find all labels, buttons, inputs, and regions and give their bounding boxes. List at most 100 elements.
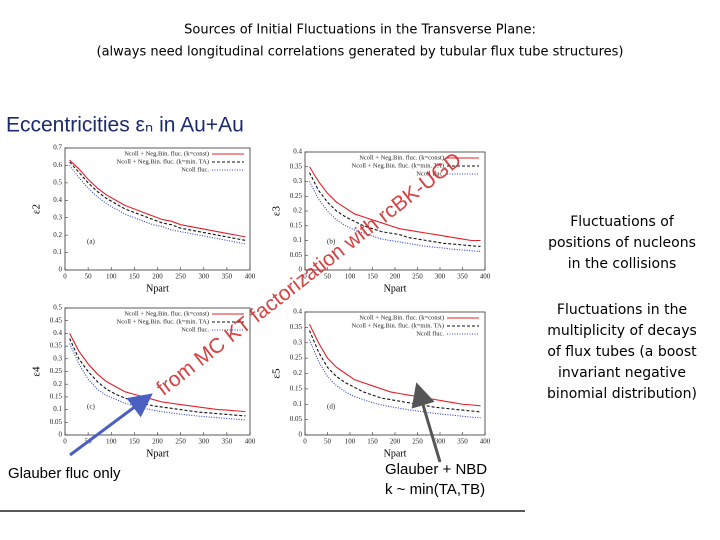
y-tick-label: 0.25 [290,192,303,200]
x-tick-label: 150 [129,273,140,281]
series-line [69,161,246,241]
y-tick-label: 0.25 [290,354,303,362]
series-line [309,181,481,252]
series-line [308,339,481,419]
x-tick-label: 0 [303,273,307,281]
y-tick-label: 0.15 [290,384,303,392]
x-tick-label: 300 [435,438,446,446]
annotation: k ~ min(TA,TB) [385,481,485,498]
x-tick-label: 150 [367,438,378,446]
y-tick-label: 0.35 [290,162,303,170]
panel-label: (d) [327,403,336,411]
notes: Fluctuations of positions of nucleons in t… [547,214,697,402]
x-tick-label: 0 [303,438,307,446]
y-axis-title: ε2 [31,204,43,214]
y-axis-title: ε3 [271,205,283,216]
series-line [309,324,481,407]
series-line [69,338,246,417]
x-tick-label: 250 [412,438,423,446]
legend-label: Ncoll + Neg.Bin. fluc. (k=const) [124,310,209,317]
y-tick-label: 0.4 [53,329,62,337]
note: Fluctuations in the [557,302,687,318]
x-tick-label: 250 [175,273,186,281]
legend-label: Ncoll + Neg.Bin. fluc. (k=const) [124,150,209,157]
arrow [69,393,153,457]
legend-label: Ncoll + Neg.Bin. fluc. (k=const) [359,314,444,321]
y-tick-label: 0 [59,266,63,274]
x-tick-label: 350 [457,273,468,281]
note: invariant negative [558,365,686,381]
panel-label: (c) [87,403,95,411]
plot-frame [64,147,251,271]
x-tick-label: 300 [199,438,210,446]
y-tick-label: 0.1 [293,400,302,408]
x-tick-label: 200 [152,438,163,446]
x-axis-title: Npart [146,448,169,459]
y-axis-title: ε4 [31,366,43,377]
y-tick-label: 0.3 [53,354,62,362]
legend-label: Ncoll + Neg.Bin. fluc. (k=min. TA) [352,162,444,169]
x-tick-label: 50 [324,273,332,281]
heading: Eccentricities εₙ in Au+Au [6,114,244,137]
y-tick-label: 0 [59,431,63,439]
x-tick-label: 50 [324,438,332,446]
x-tick-label: 50 [85,273,93,281]
y-tick-label: 0.15 [290,221,303,229]
note: positions of nucleons [548,235,696,251]
note: Fluctuations of [570,214,675,230]
y-tick-label: 0.3 [293,338,302,346]
x-tick-label: 0 [63,273,67,281]
x-tick-label: 100 [345,273,356,281]
legend-label: Ncoll + Neg.Bin. fluc. (k=min. TA) [352,322,444,329]
x-tick-label: 350 [222,273,233,281]
x-tick-label: 400 [480,273,491,281]
series-line [309,166,481,242]
note: multiplicity of decays [547,323,697,339]
note: in the collisions [568,256,677,272]
y-tick-label: 0.2 [53,231,62,239]
x-tick-label: 0 [63,438,67,446]
y-tick-label: 0.45 [50,316,63,324]
x-tick-label: 250 [412,273,423,281]
x-tick-label: 250 [175,438,186,446]
y-tick-label: 0.4 [53,196,62,204]
y-tick-label: 0.2 [53,380,62,388]
y-tick-label: 0.4 [293,148,302,156]
x-axis-title: Npart [146,283,169,294]
legend-label: Ncoll + Neg.Bin. fluc. (k=min. TA) [117,158,209,165]
note: of flux tubes (a boost [547,344,697,360]
y-tick-label: 0.05 [290,251,303,259]
panel-label: (b) [327,238,336,246]
legend-label: Ncoll fluc. [181,166,209,173]
plot-frame [304,311,486,436]
annotation: Glauber fluc only [8,465,121,482]
y-tick-label: 0 [299,266,303,274]
legend-label: Ncoll fluc. [416,330,444,337]
x-tick-label: 150 [367,273,378,281]
y-tick-label: 0.15 [50,393,63,401]
legend-label: Ncoll fluc. [416,170,444,177]
x-tick-label: 200 [390,438,401,446]
legend-label: Ncoll fluc. [181,326,209,333]
x-tick-label: 400 [480,438,491,446]
x-tick-label: 400 [245,438,256,446]
charts: 0 0.1 0.2 0.3 0.4 0.5 0.6 0.7 0 50 100 150 200 250 300… [31,144,491,460]
x-axis-title: Npart [384,283,407,294]
x-tick-label: 300 [435,273,446,281]
x-axis-title: Npart [384,448,407,459]
series-line [309,172,481,247]
x-tick-label: 100 [106,273,117,281]
x-tick-label: 100 [106,438,117,446]
series-line [69,343,246,421]
y-tick-label: 0.4 [293,308,302,316]
panel-label: (a) [87,238,95,246]
subtitle: (always need longitudinal correlations g… [97,45,624,60]
x-tick-label: 350 [457,438,468,446]
y-tick-label: 0.05 [290,415,303,423]
y-tick-label: 0.5 [53,178,62,186]
legend-label: Ncoll + Neg.Bin. fluc. (k=min. TA) [117,318,209,325]
y-tick-label: 0.1 [53,248,62,256]
series-line [69,333,246,413]
